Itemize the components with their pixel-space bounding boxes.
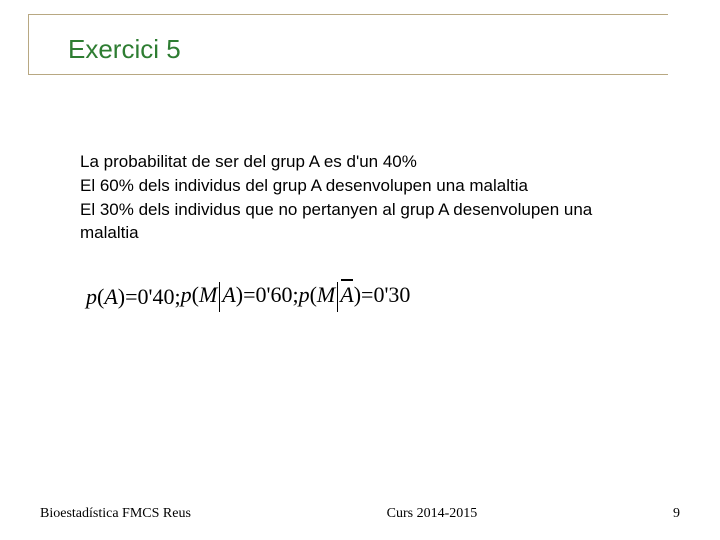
slide-footer: Bioestadística FMCS Reus Curs 2014-2015 … — [0, 506, 720, 522]
sym-A: A — [222, 282, 235, 308]
sym-M: M — [199, 282, 217, 308]
rparen: ) — [354, 282, 361, 308]
sym-A-complement: A — [340, 282, 353, 308]
val-1: 0'40 — [138, 284, 175, 310]
sym-p: p — [299, 282, 310, 308]
body-line: La probabilitat de ser del grup A es d'u… — [80, 150, 640, 174]
sym-A: A — [104, 284, 117, 310]
eq: = — [243, 282, 255, 308]
body-line: El 60% dels individus del grup A desenvo… — [80, 174, 640, 198]
term-pMgivenAbar: p ( M A ) = 0'30 — [299, 280, 411, 310]
corner-horizontal-line — [28, 14, 668, 15]
corner-vertical-line — [28, 14, 29, 74]
rparen: ) — [236, 282, 243, 308]
cond-bar-icon — [219, 282, 220, 312]
slide-title: Exercici 5 — [68, 34, 181, 65]
footer-center: Curs 2014-2015 — [191, 506, 673, 522]
lparen: ( — [192, 282, 199, 308]
title-underline — [28, 74, 668, 75]
sym-M: M — [317, 282, 335, 308]
val-3: 0'30 — [373, 282, 410, 308]
body-line: El 30% dels individus que no pertanyen a… — [80, 198, 640, 246]
rparen: ) — [118, 284, 125, 310]
footer-left: Bioestadística FMCS Reus — [40, 506, 191, 522]
term-pMgivenA: p ( M A ) = 0'60 ; — [181, 280, 299, 310]
eq: = — [361, 282, 373, 308]
sym-p: p — [86, 284, 97, 310]
cond-bar-icon — [337, 282, 338, 312]
term-pA: p ( A ) = 0'40 ; — [86, 284, 181, 310]
lparen: ( — [310, 282, 317, 308]
val-2: 0'60 — [255, 282, 292, 308]
sym-p: p — [181, 282, 192, 308]
probability-formula: p ( A ) = 0'40 ; p ( M A ) = 0'60 ; p ( … — [86, 280, 410, 310]
body-paragraph: La probabilitat de ser del grup A es d'u… — [80, 150, 640, 245]
eq: = — [125, 284, 137, 310]
footer-page-number: 9 — [673, 506, 680, 522]
